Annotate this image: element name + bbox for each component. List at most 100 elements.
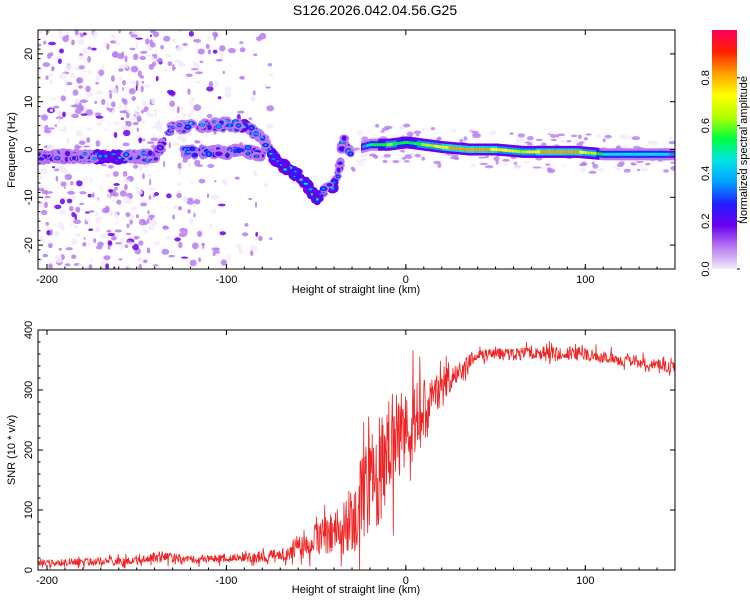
spectrogram-speckle (39, 257, 43, 264)
spectrogram-speckle (368, 153, 377, 157)
spectrogram-speckle (149, 178, 152, 186)
spectrogram-cell (342, 137, 347, 140)
spectrogram-speckle (217, 203, 226, 207)
spectrogram-speckle (566, 140, 572, 143)
spectrogram-speckle (76, 77, 84, 84)
spectrogram-cell (216, 124, 222, 129)
spectrogram-cell (602, 152, 605, 156)
spectrogram-speckle (154, 192, 159, 196)
spectrogram-speckle (127, 241, 135, 247)
spectrogram-speckle (103, 255, 111, 261)
spectrogram-cell (495, 148, 498, 151)
spectrogram-speckle (217, 96, 222, 100)
spectrogram-speckle (149, 34, 153, 38)
spectrogram-speckle (414, 153, 421, 158)
spectrogram-speckle (176, 108, 180, 114)
spectrogram-speckle (619, 134, 628, 140)
spectrogram-speckle (143, 83, 150, 88)
spectrogram-speckle (133, 164, 139, 169)
spectrogram-cell (177, 124, 182, 127)
spectrogram-y-tick-label: 10 (23, 96, 35, 108)
spectrogram-speckle (550, 138, 557, 142)
spectrogram-blobs (38, 30, 675, 269)
spectrogram-speckle (44, 124, 49, 132)
spectrogram-speckle (41, 125, 45, 129)
spectrogram-speckle (163, 35, 171, 42)
spectrogram-cell (531, 150, 534, 154)
spectrogram-speckle (256, 36, 263, 42)
colorbar-tick-label: 0.2 (700, 214, 712, 229)
spectrogram-speckle (100, 118, 104, 123)
spectrogram-speckle (194, 80, 202, 84)
spectrogram-speckle (404, 149, 409, 153)
spectrogram-speckle (150, 30, 156, 34)
spectrogram-speckle (210, 208, 217, 214)
spectrogram-cell (82, 152, 88, 155)
spectrogram-cell (408, 141, 411, 145)
spectrogram-speckle (124, 104, 127, 110)
spectrogram-speckle (239, 47, 246, 53)
snr-x-tick-label: 0 (403, 575, 409, 587)
spectrogram-speckle (196, 164, 204, 167)
spectrogram-cell (481, 148, 484, 151)
spectrogram-speckle (46, 144, 55, 151)
spectrogram-speckle (120, 117, 124, 120)
spectrogram-speckle (119, 190, 127, 197)
spectrogram-speckle (585, 133, 592, 136)
spectrogram-speckle (63, 89, 67, 92)
spectrogram-speckle (164, 67, 168, 73)
spectrogram-cell (546, 150, 549, 154)
spectrogram-speckle (108, 121, 111, 125)
spectrogram-speckle (141, 220, 146, 223)
spectrogram-speckle (148, 187, 155, 191)
spectrogram-speckle (254, 201, 258, 208)
spectrogram-speckle (253, 170, 258, 177)
spectrogram-speckle (125, 112, 130, 119)
spectrogram-cell (471, 148, 474, 151)
spectrogram-cell (412, 141, 415, 145)
spectrogram-cell (527, 150, 530, 154)
spectrogram-speckle (44, 196, 51, 199)
spectrogram-speckle (579, 163, 588, 166)
spectrogram-cell (368, 143, 371, 147)
spectrogram-cell (666, 152, 669, 156)
spectrogram-speckle (602, 138, 606, 143)
spectrogram-cell (38, 157, 44, 161)
spectrogram-speckle (114, 186, 118, 191)
spectrogram-cell (246, 152, 249, 155)
spectrogram-cell (539, 150, 541, 154)
spectrogram-speckle (215, 231, 220, 234)
spectrogram-speckle (95, 90, 104, 95)
spectrogram-speckle (669, 136, 673, 140)
snr-x-tick-label: -200 (36, 575, 58, 587)
spectrogram-cell (72, 156, 76, 160)
spectrogram-cell (104, 154, 108, 158)
spectrogram-speckle (125, 212, 131, 218)
spectrogram-speckle (168, 141, 171, 149)
spectrogram-speckle (189, 110, 195, 114)
spectrogram-speckle (130, 34, 138, 38)
spectrogram-cell (570, 150, 573, 154)
spectrogram-speckle (62, 35, 69, 43)
spectrogram-speckle (178, 241, 183, 249)
spectrogram-speckle (597, 168, 605, 172)
spectrogram-speckle (224, 92, 232, 98)
spectrogram-speckle (397, 158, 404, 163)
spectrogram-cell (236, 148, 241, 152)
spectrogram-cell (562, 150, 564, 154)
spectrogram-cell (629, 152, 632, 156)
spectrogram-cell (141, 151, 146, 155)
spectrogram-speckle (70, 238, 78, 246)
spectrogram-speckle (154, 111, 158, 117)
spectrogram-speckle (238, 247, 243, 255)
spectrogram-cell (349, 152, 352, 155)
spectrogram-speckle (47, 30, 50, 34)
spectrogram-speckle (136, 236, 141, 239)
spectrogram-speckle (86, 127, 92, 131)
spectrogram-speckle (64, 173, 73, 181)
spectrogram-speckle (380, 130, 385, 133)
spectrogram-speckle (106, 43, 110, 50)
spectrogram-cell (652, 152, 655, 156)
spectrogram-cell (438, 145, 441, 149)
spectrogram-cell (593, 151, 596, 155)
